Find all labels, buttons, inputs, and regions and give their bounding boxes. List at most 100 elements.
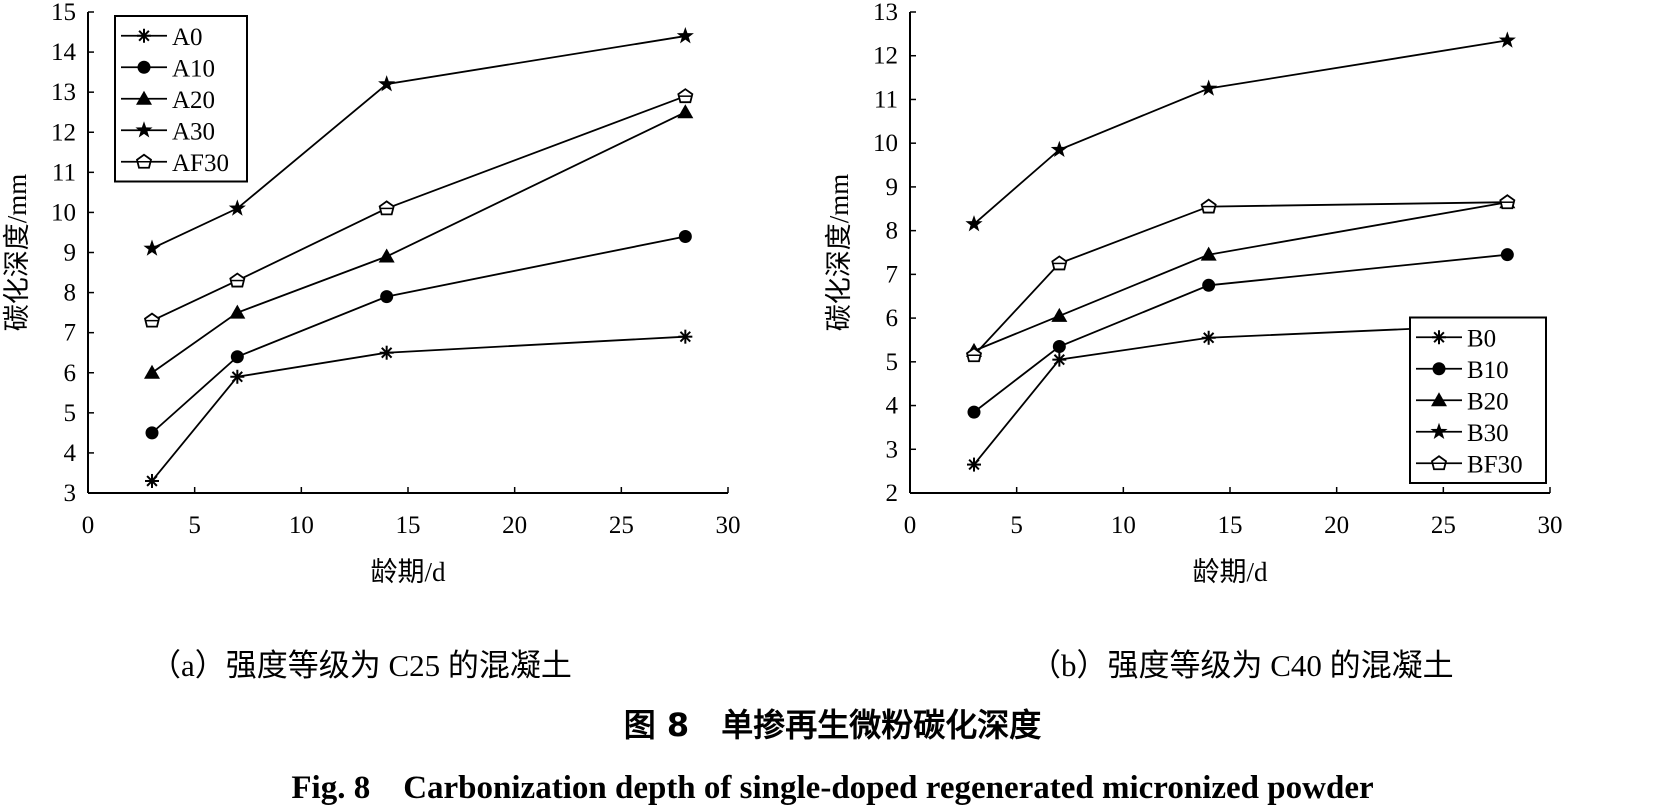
data-point [677, 88, 694, 104]
legend-marker [1431, 392, 1447, 407]
legend-label: A20 [172, 87, 215, 114]
data-point [229, 304, 246, 319]
subcaption-b: （b）强度等级为 C40 的混凝土 [1030, 648, 1454, 683]
series-a0 [145, 329, 693, 488]
x-tick-label: 10 [289, 512, 314, 539]
legend-item-b0: B0 [1416, 325, 1496, 352]
y-tick-label: 11 [874, 86, 898, 113]
data-point [1200, 198, 1217, 214]
figure-title-english: Fig. 8 Carbonization depth of single-dop… [291, 770, 1374, 806]
y-tick-label: 8 [64, 280, 77, 307]
data-point [967, 457, 981, 472]
legend-marker [137, 60, 151, 74]
y-tick-label: 10 [873, 130, 898, 157]
legend-label: A10 [172, 55, 215, 82]
data-point [967, 405, 981, 419]
data-point [677, 104, 694, 119]
series-a10 [145, 229, 692, 440]
legend-label: BF30 [1467, 451, 1523, 478]
legend-marker [135, 121, 153, 138]
legend-label: B20 [1467, 388, 1509, 415]
data-point [378, 248, 395, 263]
legend: B0 B10 B20 B30 BF30 [1409, 316, 1547, 484]
y-tick-label: 3 [886, 436, 899, 463]
data-point [1500, 248, 1514, 262]
series-line [151, 35, 686, 250]
x-tick-label: 0 [904, 512, 917, 539]
legend-item-b10: B10 [1416, 357, 1509, 384]
legend-item-a0: A0 [121, 24, 203, 51]
legend-item-af30: AF30 [121, 150, 229, 177]
x-tick-label: 15 [396, 512, 421, 539]
legend-marker [1430, 455, 1448, 471]
series-a20 [144, 104, 694, 379]
series-line [973, 253, 1508, 413]
y-tick-label: 12 [51, 119, 76, 146]
y-tick-label: 10 [51, 199, 76, 226]
legend-label: B10 [1467, 357, 1509, 384]
y-tick-label: 7 [886, 261, 899, 288]
series-line [973, 323, 1508, 466]
data-point [678, 329, 693, 344]
figure-title-chinese: 图 8 单掺再生微粉碳化深度 [623, 706, 1042, 744]
data-point [1051, 307, 1068, 322]
y-tick-label: 4 [886, 393, 899, 420]
data-point [143, 239, 161, 256]
data-point [145, 426, 159, 440]
series-line [151, 111, 686, 374]
series-bf30 [965, 194, 1516, 363]
y-tick-label: 4 [64, 440, 77, 467]
y-tick-label: 12 [873, 43, 898, 70]
y-tick-label: 13 [873, 0, 898, 26]
legend-item-b30: B30 [1416, 420, 1509, 447]
series-line [151, 335, 686, 482]
data-point [143, 312, 161, 328]
legend: A0 A10 A20 A30 AF30 [114, 15, 248, 183]
data-point [380, 290, 394, 304]
legend-marker [136, 90, 152, 105]
data-point [1050, 140, 1068, 158]
series-a30 [143, 27, 694, 256]
x-tick-label: 5 [1010, 512, 1023, 539]
legend-label: AF30 [172, 150, 229, 177]
legend-item-b20: B20 [1416, 388, 1509, 415]
legend-item-a20: A20 [121, 87, 215, 114]
data-point [1051, 255, 1068, 271]
series-line [151, 235, 686, 434]
subcaption-a: （a）强度等级为 C25 的混凝土 [150, 648, 572, 683]
legend-marker [1432, 362, 1446, 376]
y-tick-label: 13 [51, 79, 76, 106]
data-point [1200, 246, 1217, 261]
legend-marker [1430, 422, 1448, 440]
legend-label: A30 [172, 118, 215, 145]
y-tick-label: 15 [51, 0, 76, 26]
legend-item-a30: A30 [121, 118, 215, 145]
series-line [151, 95, 686, 322]
legend-label: B30 [1467, 420, 1509, 447]
x-axis-title: 龄期/d [370, 557, 446, 587]
data-point [676, 27, 694, 44]
x-tick-label: 15 [1218, 512, 1243, 539]
data-point [1200, 79, 1218, 96]
series-line [973, 39, 1508, 225]
series-b30 [965, 31, 1516, 232]
data-point [144, 364, 160, 379]
y-tick-label: 7 [64, 320, 77, 347]
y-axis-title: 碳化深度/mm [824, 174, 854, 332]
y-tick-label: 5 [886, 349, 899, 376]
y-tick-label: 6 [64, 360, 77, 387]
data-point [1498, 31, 1516, 48]
y-tick-label: 9 [64, 240, 77, 267]
x-tick-label: 10 [1111, 512, 1136, 539]
data-point [230, 369, 245, 384]
data-point [229, 272, 246, 288]
legend-label: B0 [1467, 325, 1496, 352]
data-point [1052, 340, 1066, 354]
legend-item-bf30: BF30 [1416, 451, 1523, 478]
legend-marker [137, 28, 151, 43]
data-point [965, 347, 983, 363]
data-point [378, 75, 396, 92]
y-tick-label: 14 [51, 39, 77, 66]
legend-label: A0 [172, 24, 203, 51]
